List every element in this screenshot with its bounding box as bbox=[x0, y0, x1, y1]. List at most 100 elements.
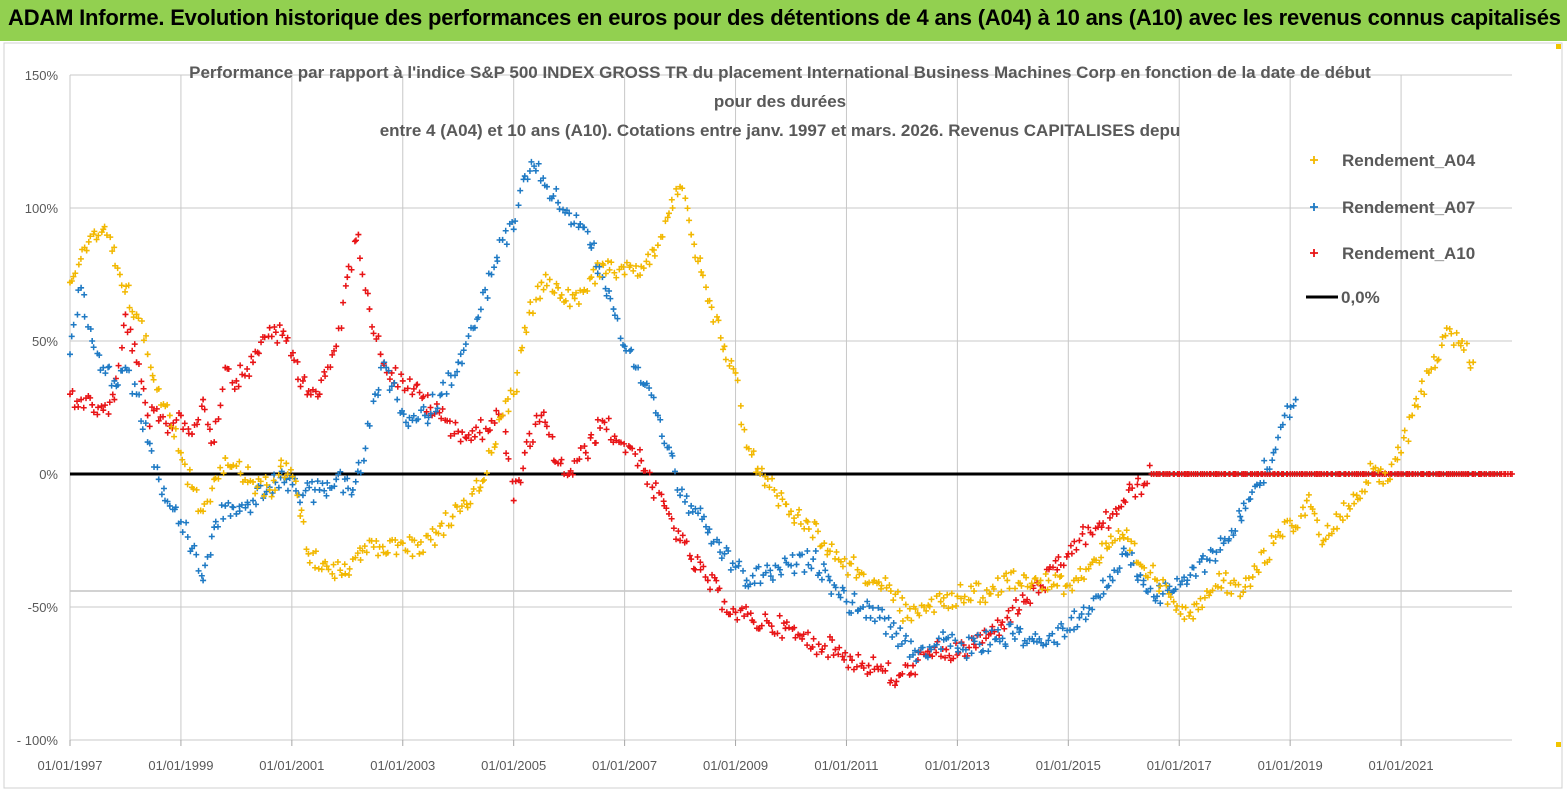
scatter-point bbox=[357, 556, 364, 563]
scatter-point bbox=[469, 490, 476, 497]
scatter-point bbox=[186, 466, 193, 473]
scatter-point bbox=[1230, 532, 1237, 539]
scatter-point bbox=[87, 325, 94, 332]
scatter-point bbox=[630, 267, 637, 274]
scatter-point bbox=[878, 663, 885, 670]
scatter-point bbox=[217, 402, 224, 409]
scatter-point bbox=[1434, 357, 1441, 364]
scatter-point bbox=[118, 344, 125, 351]
scatter-point bbox=[1124, 551, 1131, 558]
data-point bbox=[893, 630, 900, 637]
scatter-point bbox=[620, 264, 627, 271]
legend-label: Rendement_A07 bbox=[1342, 198, 1475, 217]
scatter-point bbox=[928, 596, 935, 603]
scatter-point bbox=[899, 618, 906, 625]
data-point bbox=[89, 338, 96, 344]
scatter-point bbox=[995, 592, 1002, 599]
scatter-point bbox=[1113, 511, 1120, 518]
scatter-point bbox=[164, 401, 171, 408]
scatter-point bbox=[436, 409, 443, 416]
data-point bbox=[799, 635, 806, 642]
scatter-point bbox=[1184, 577, 1191, 584]
scatter-point bbox=[1123, 527, 1130, 534]
scatter-point bbox=[611, 312, 618, 319]
data-point bbox=[488, 417, 495, 424]
scatter-point bbox=[617, 439, 624, 446]
scatter-point bbox=[417, 539, 424, 546]
scatter-point bbox=[1190, 564, 1197, 571]
data-point bbox=[1459, 338, 1466, 344]
data-point bbox=[383, 364, 390, 371]
x-tick-label: 01/01/2007 bbox=[592, 758, 657, 773]
scatter-point bbox=[1027, 584, 1034, 591]
scatter-point bbox=[594, 270, 601, 277]
scatter-point bbox=[942, 654, 949, 661]
scatter-point bbox=[774, 492, 781, 499]
scatter-point bbox=[215, 475, 222, 482]
scatter-point bbox=[1147, 569, 1154, 576]
data-point bbox=[1109, 577, 1116, 584]
scatter-point bbox=[1105, 524, 1112, 531]
scatter-point bbox=[726, 362, 733, 369]
scatter-point bbox=[882, 630, 889, 637]
scatter-point bbox=[509, 218, 516, 225]
data-point bbox=[1076, 614, 1083, 621]
scatter-point bbox=[1152, 597, 1159, 604]
scatter-point bbox=[821, 642, 828, 649]
scatter-point bbox=[1340, 500, 1347, 507]
scatter-point bbox=[377, 364, 384, 371]
data-point bbox=[732, 564, 739, 571]
data-point bbox=[177, 518, 184, 525]
scatter-point bbox=[1017, 625, 1024, 632]
data-point bbox=[155, 385, 162, 392]
data-point bbox=[1353, 492, 1360, 499]
scatter-point bbox=[722, 356, 729, 363]
scatter-point bbox=[569, 291, 576, 298]
data-point bbox=[233, 463, 240, 470]
legend-label: Rendement_A04 bbox=[1342, 151, 1476, 170]
scatter-point bbox=[491, 419, 498, 426]
scatter-point bbox=[314, 478, 321, 485]
scatter-point bbox=[553, 185, 560, 192]
scatter-point bbox=[783, 619, 790, 626]
scatter-point bbox=[284, 487, 291, 494]
data-point bbox=[200, 577, 207, 584]
data-point bbox=[638, 457, 645, 464]
scatter-point bbox=[281, 474, 288, 481]
scatter-point bbox=[1125, 486, 1132, 493]
data-point bbox=[1398, 449, 1405, 456]
scatter-point bbox=[855, 651, 862, 658]
scatter-point bbox=[503, 450, 510, 457]
scatter-point bbox=[356, 255, 363, 262]
scatter-point bbox=[369, 323, 376, 330]
scatter-point bbox=[277, 463, 284, 470]
scatter-point bbox=[535, 160, 542, 167]
scatter-point bbox=[851, 590, 858, 597]
scatter-point bbox=[913, 658, 920, 665]
scatter-point bbox=[952, 637, 959, 644]
scatter-point bbox=[573, 212, 580, 219]
scatter-point bbox=[588, 431, 595, 438]
scatter-point bbox=[563, 207, 570, 214]
scatter-point bbox=[111, 244, 118, 251]
scatter-point bbox=[933, 649, 940, 656]
scatter-point bbox=[728, 357, 735, 364]
scatter-point bbox=[81, 313, 88, 320]
x-tick-label: 01/01/1999 bbox=[148, 758, 213, 773]
scatter-point bbox=[875, 666, 882, 673]
scatter-point bbox=[160, 485, 167, 492]
scatter-point bbox=[697, 255, 704, 262]
scatter-point bbox=[1003, 570, 1010, 577]
scatter-point bbox=[675, 528, 682, 535]
scatter-point bbox=[1134, 573, 1141, 580]
scatter-point bbox=[1071, 608, 1078, 615]
scatter-point bbox=[602, 285, 609, 292]
scatter-point bbox=[467, 500, 474, 507]
scatter-point bbox=[789, 552, 796, 559]
scatter-point bbox=[691, 241, 698, 248]
scatter-point bbox=[678, 486, 685, 493]
scatter-point bbox=[1144, 480, 1151, 487]
scatter-point bbox=[279, 332, 286, 339]
scatter-point bbox=[1266, 556, 1273, 563]
scatter-point bbox=[460, 347, 467, 354]
